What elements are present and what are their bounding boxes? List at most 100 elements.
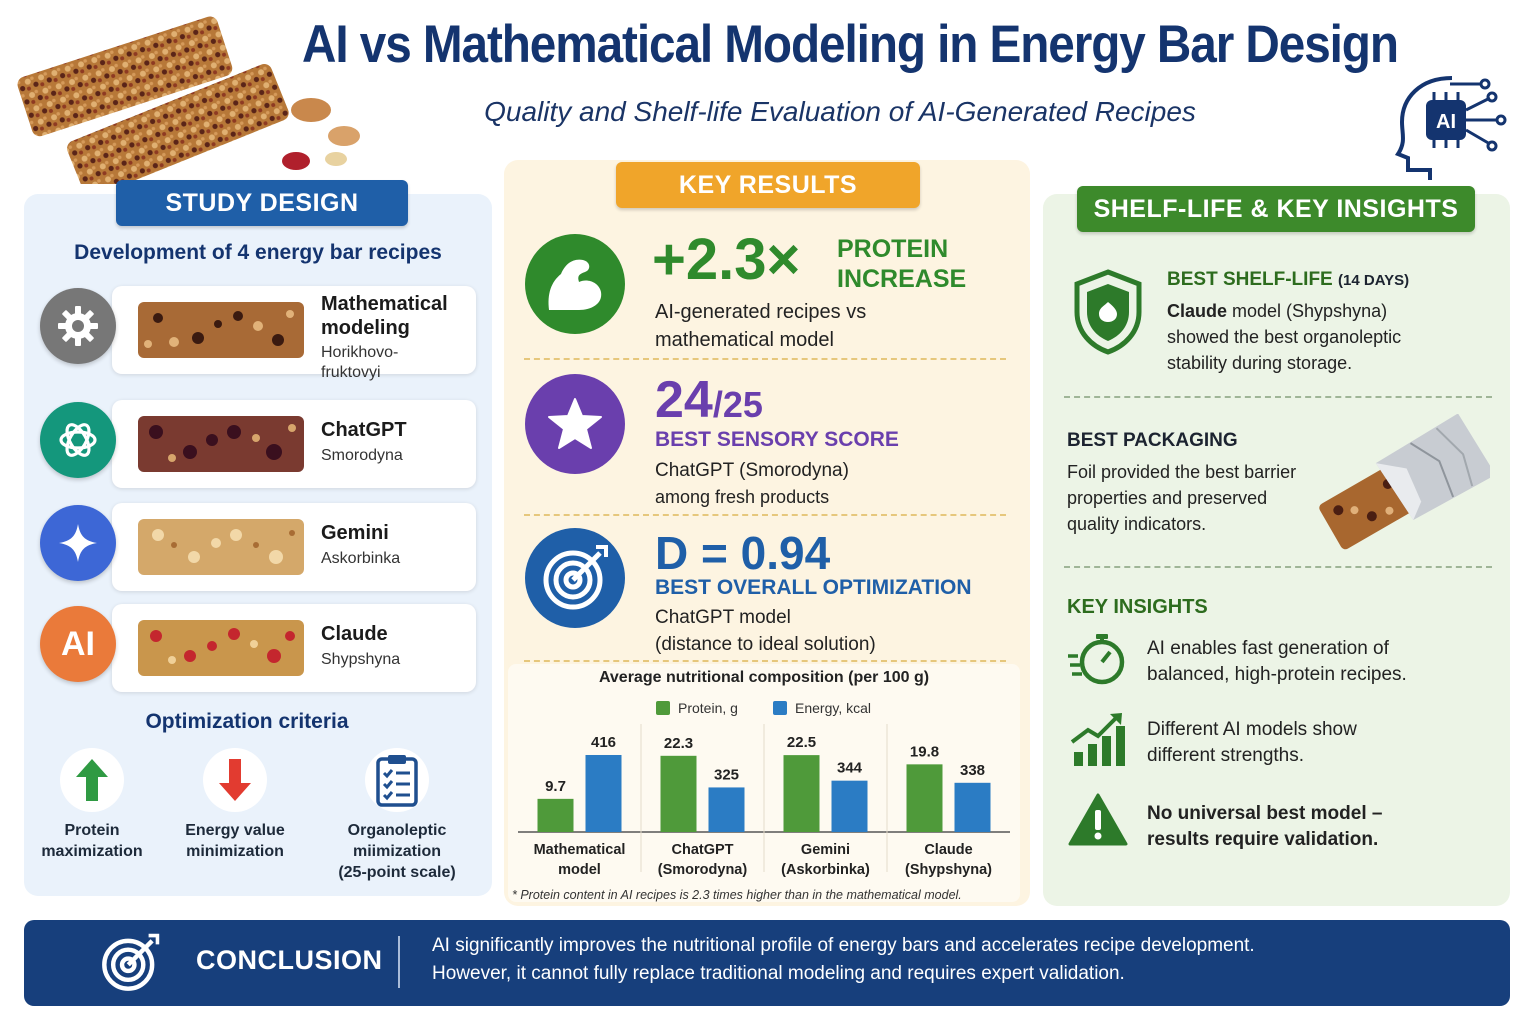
protein-bar <box>906 764 943 832</box>
conclusion-divider <box>398 936 400 988</box>
divider <box>524 358 1006 360</box>
divider <box>1064 396 1492 398</box>
shelf-life-tag: SHELF-LIFE & KEY INSIGHTS <box>1077 186 1475 232</box>
energy-bar-image <box>138 519 304 575</box>
optimization-label: BEST OVERALL OPTIMIZATION <box>655 576 972 599</box>
best-shelf-life-title: BEST SHELF-LIFE (14 DAYS) <box>1167 269 1409 291</box>
category-tick-label: ChatGPT <box>671 842 733 858</box>
category-tick-label: (Shypshyna) <box>905 862 992 878</box>
energy-bar <box>831 780 868 832</box>
criterion-line: Organoleptic <box>347 822 447 839</box>
shield-icon <box>1074 269 1142 355</box>
recipe-name: ChatGPT <box>321 419 407 441</box>
divider <box>524 660 1006 662</box>
shelf-text-line: Claude model (Shypshyna) <box>1167 298 1401 324</box>
criterion-label: Energy value minimization <box>160 820 310 862</box>
criterion-line: minimization <box>186 843 284 860</box>
sensory-label: BEST SENSORY SCORE <box>655 428 899 451</box>
target-icon <box>525 528 625 628</box>
insight-line: Different AI models show <box>1147 719 1357 740</box>
shelf-text-line: stability during storage. <box>1167 353 1353 373</box>
growth-chart-icon <box>1070 713 1125 766</box>
optimization-description: ChatGPT model (distance to ideal solutio… <box>655 604 876 658</box>
recipe-item: AI Claude Shypshyna <box>40 600 476 696</box>
energy-value-label: 325 <box>714 766 739 783</box>
protein-increase-label: PROTEIN INCREASE <box>837 234 966 294</box>
page-subtitle: Quality and Shelf-life Evaluation of AI-… <box>484 96 1196 127</box>
recipe-name: Gemini <box>321 522 389 544</box>
protein-value-label: 9.7 <box>545 778 566 795</box>
energy-bar <box>954 782 991 832</box>
best-shelf-life-days: (14 DAYS) <box>1338 272 1410 289</box>
legend-swatch-energy <box>773 701 787 715</box>
insight-line: AI enables fast generation of <box>1147 638 1389 659</box>
shelf-model-rest: model (Shypshyna) <box>1227 301 1388 321</box>
criterion-line: (25-point scale) <box>338 864 456 881</box>
recipe-item: Gemini Askorbinka <box>40 499 476 595</box>
energy-bar-image <box>138 302 304 358</box>
insight-text: AI enables fast generation of balanced, … <box>1147 636 1407 688</box>
divider <box>1064 566 1492 568</box>
energy-bar-image <box>138 416 304 472</box>
optimization-desc-line: (distance to ideal solution) <box>655 634 876 655</box>
gear-icon <box>40 288 116 364</box>
protein-label-line: INCREASE <box>837 265 967 293</box>
energy-bar-image <box>138 620 304 676</box>
study-design-tag: STUDY DESIGN <box>116 180 408 226</box>
packaging-text-line: quality indicators. <box>1067 514 1207 534</box>
conclusion-banner: CONCLUSION AI significantly improves the… <box>24 920 1510 1006</box>
protein-value-label: 22.5 <box>787 734 816 751</box>
insight-text: No universal best model – results requir… <box>1147 801 1382 853</box>
criterion-item: Energy value minimization <box>160 748 310 862</box>
category-tick-label: (Askorbinka) <box>781 862 870 878</box>
category-tick-label: Gemini <box>801 842 850 858</box>
chart-title: Average nutritional composition (per 100… <box>598 669 930 686</box>
criteria-heading: Optimization criteria <box>145 710 349 733</box>
sensory-description: ChatGPT (Smorodyna) among fresh products <box>655 458 849 510</box>
target-icon <box>102 933 160 991</box>
recipe-name-line2: modeling <box>321 317 410 339</box>
legend-label: Energy, kcal <box>795 700 871 716</box>
flexed-arm-icon <box>525 234 625 334</box>
energy-bar <box>585 754 622 832</box>
gemini-sparkle-icon <box>40 505 116 581</box>
conclusion-line: AI significantly improves the nutritiona… <box>432 935 1255 956</box>
warning-icon <box>1068 793 1128 846</box>
criterion-item: Organoleptic miimization (25-point scale… <box>322 748 472 883</box>
key-results-tag: KEY RESULTS <box>616 162 920 208</box>
chart-footnote: * Protein content in AI recipes is 2.3 t… <box>512 888 962 902</box>
protein-bar <box>537 798 574 832</box>
packaging-text-line: properties and preserved <box>1067 488 1268 508</box>
recipe-sub-line2: fruktovyi <box>321 364 381 381</box>
criterion-line: Energy value <box>185 822 285 839</box>
sensory-desc-line: ChatGPT (Smorodyna) <box>655 460 849 481</box>
page-title: AI vs Mathematical Modeling in Energy Ba… <box>302 15 1399 74</box>
recipe-sub: Smorodyna <box>321 447 403 464</box>
chart-plot: 9.7 416 Mathematical model 22.3 325 ChatGPT (Sm… <box>518 724 1010 878</box>
recipe-item: Mathematical modeling Horikhovo- fruktov… <box>40 282 476 381</box>
recipes-heading: Development of 4 energy bar recipes <box>74 241 442 264</box>
legend-swatch-protein <box>656 701 670 715</box>
energy-bar <box>708 787 745 832</box>
packaging-text-line: Foil provided the best barrier <box>1067 462 1297 482</box>
conclusion-title: CONCLUSION <box>196 945 383 975</box>
star-icon <box>525 374 625 474</box>
energy-value-label: 344 <box>837 760 863 777</box>
protein-value-label: 19.8 <box>910 743 939 760</box>
category-tick-label: Mathematical <box>534 842 626 858</box>
conclusion-text: AI significantly improves the nutritiona… <box>432 932 1255 988</box>
category-tick-label: Claude <box>924 842 972 858</box>
stopwatch-icon <box>1068 634 1125 685</box>
energy-value-label: 338 <box>960 762 985 779</box>
protein-label-line: PROTEIN <box>837 235 949 263</box>
divider <box>524 514 1006 516</box>
sensory-score-max: /25 <box>712 384 763 425</box>
insight-line: balanced, high-protein recipes. <box>1147 664 1407 685</box>
best-packaging-text: Foil provided the best barrier propertie… <box>1067 459 1296 537</box>
insight-text: Different AI models show different stren… <box>1147 717 1357 769</box>
optimization-value: D = 0.94 <box>655 527 831 579</box>
chart-legend-item: Energy, kcal <box>773 700 871 716</box>
criterion-line: maximization <box>41 843 143 860</box>
recipe-item: ChatGPT Smorodyna <box>40 396 476 492</box>
recipe-sub: Askorbinka <box>321 550 401 567</box>
